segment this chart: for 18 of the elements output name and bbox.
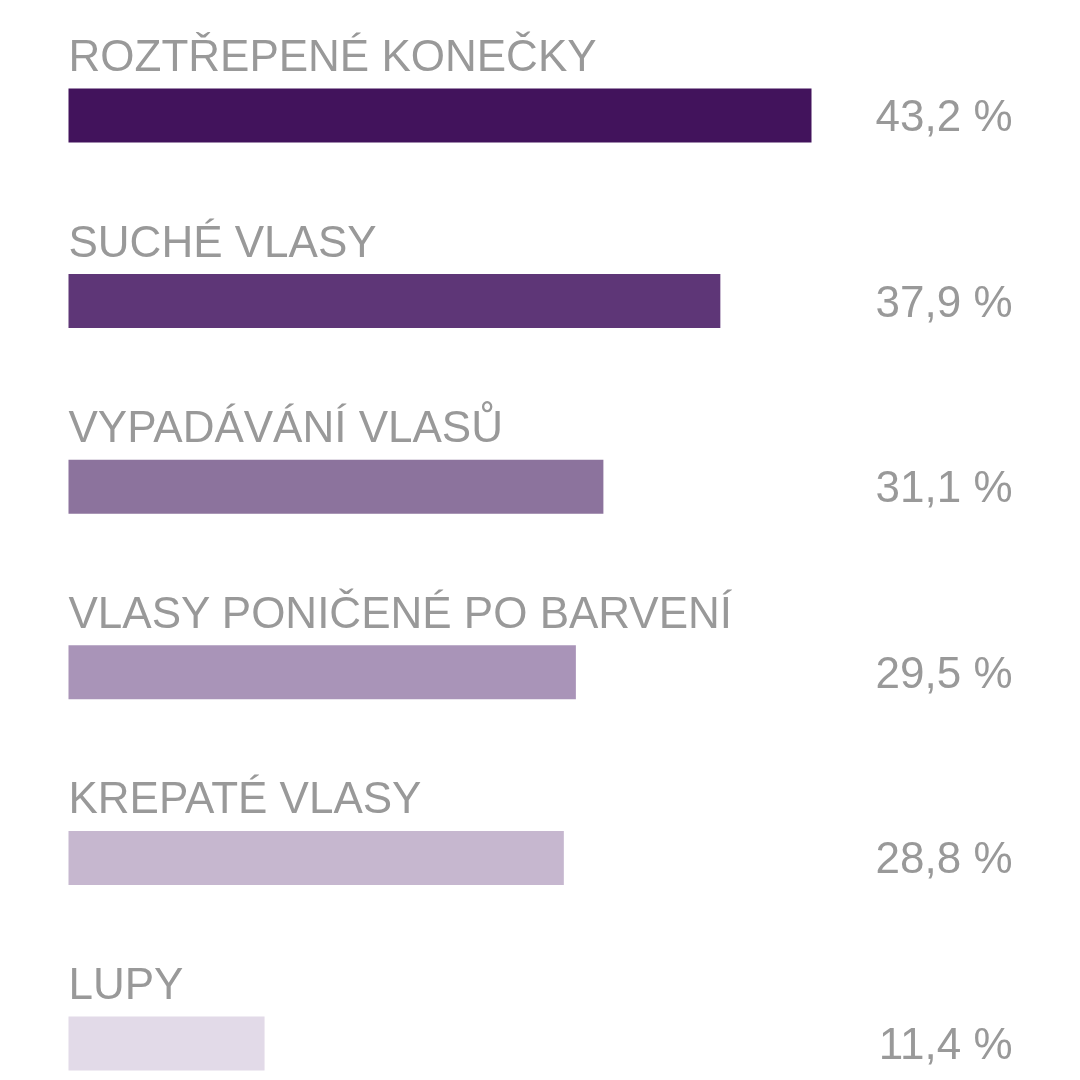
- y-tick-label: LUPY: [68, 959, 184, 1008]
- data-label: 29,5 %: [875, 647, 1013, 697]
- data-label: 28,8 %: [875, 833, 1013, 883]
- y-tick-label: SUCHÉ VLASY: [68, 216, 377, 266]
- data-label: 31,1 %: [875, 462, 1013, 512]
- y-tick-label: KREPATÉ VLASY: [68, 773, 422, 823]
- bar: [68, 274, 721, 329]
- bar: [68, 88, 812, 143]
- bar: [68, 830, 564, 885]
- bar: [68, 645, 576, 700]
- y-tick-label: VLASY PONIČENÉ PO BARVENÍ: [68, 587, 733, 637]
- bar: [68, 459, 604, 514]
- data-label: 37,9 %: [875, 276, 1013, 326]
- bar: [68, 1016, 265, 1071]
- data-label: 43,2 %: [875, 91, 1013, 140]
- y-tick-label: VYPADÁVÁNÍ VLASŮ: [68, 401, 503, 452]
- y-tick-label: ROZTŘEPENÉ KONEČKY: [68, 31, 597, 80]
- data-label: 11,4 %: [878, 1019, 1013, 1068]
